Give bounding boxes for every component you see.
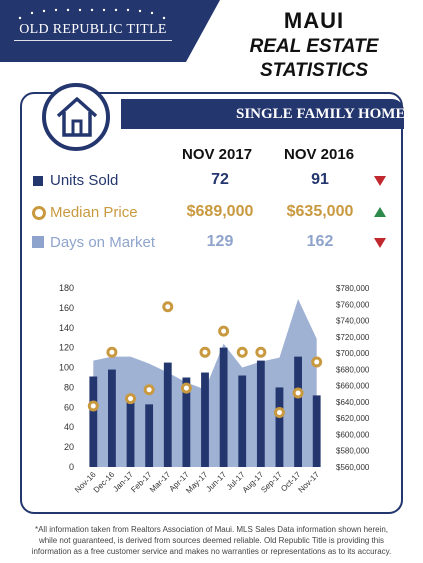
left-axis-tick-label: 180 — [59, 283, 74, 293]
median-price-marker — [143, 384, 155, 396]
trend-up-icon — [374, 207, 386, 217]
median-price-marker — [311, 356, 323, 368]
x-axis-tick-label: May-17 — [184, 470, 210, 496]
trend-down-icon — [374, 238, 386, 248]
median-price-marker — [255, 346, 267, 358]
house-icon — [56, 97, 98, 137]
days-on-market-previous: 162 — [306, 233, 334, 250]
units-sold-label: Units Sold — [50, 172, 119, 189]
right-axis-tick-label: $700,000 — [336, 349, 370, 358]
units-sold-bar — [201, 372, 209, 467]
x-axis-tick-label: Mar-17 — [148, 470, 173, 495]
right-axis-tick-label: $660,000 — [336, 382, 370, 391]
right-axis-tick-label: $720,000 — [336, 333, 370, 342]
section-title-bar: SINGLE FAMILY HOMES — [121, 99, 414, 129]
units-sold-bar — [238, 375, 247, 467]
right-axis-tick-label: $580,000 — [336, 447, 370, 456]
disclaimer-line-3: information as a free customer service a… — [31, 547, 392, 556]
units-sold-previous: 91 — [311, 171, 329, 188]
median-price-marker — [180, 382, 192, 394]
right-axis-tick-label: $760,000 — [336, 300, 370, 309]
x-axis-tick-label: Sep-17 — [259, 470, 284, 495]
units-sold-bar — [108, 369, 116, 467]
median-price-label: Median Price — [50, 204, 138, 221]
units-sold-legend-icon — [33, 176, 43, 186]
units-sold-bar — [294, 356, 302, 467]
section-title: SINGLE FAMILY HOMES — [236, 106, 414, 122]
disclaimer-line-1: *All information taken from Realtors Ass… — [34, 525, 389, 534]
house-icon-badge — [42, 83, 110, 151]
units-sold-bar — [182, 377, 191, 467]
right-axis-tick-label: $640,000 — [336, 398, 370, 407]
units-sold-current: 72 — [211, 171, 229, 188]
header-title: MAUI — [283, 8, 345, 33]
median-price-marker — [199, 346, 211, 358]
median-price-marker — [273, 406, 285, 418]
units-sold-bar — [89, 376, 98, 467]
left-axis-tick-label: 100 — [59, 363, 74, 373]
header-subtitle-2: STATISTICS — [259, 60, 369, 81]
units-sold-bar — [219, 347, 228, 467]
median-price-marker — [218, 325, 230, 337]
left-axis-tick-label: 60 — [64, 402, 74, 412]
brand-banner — [0, 0, 220, 62]
units-sold-bar — [275, 387, 284, 467]
days-on-market-legend-icon — [32, 236, 44, 248]
x-axis-tick-label: Nov-17 — [297, 470, 322, 495]
left-axis-tick-label: 20 — [64, 442, 74, 452]
units-sold-bar — [163, 362, 172, 467]
median-price-current: $689,000 — [186, 203, 254, 220]
left-axis-tick-label: 160 — [59, 303, 74, 313]
right-axis-tick-label: $740,000 — [336, 317, 370, 326]
x-axis-tick-label: Dec-16 — [92, 470, 117, 495]
left-axis-tick-label: 40 — [64, 422, 74, 432]
median-price-marker — [162, 301, 174, 313]
days-on-market-label: Days on Market — [50, 234, 156, 251]
units-sold-bar — [145, 404, 154, 467]
right-axis-tick-label: $680,000 — [336, 365, 370, 374]
median-price-marker — [125, 393, 137, 405]
right-axis-tick-label: $560,000 — [336, 463, 370, 472]
left-axis-tick-label: 80 — [64, 382, 74, 392]
right-axis-tick-label: $600,000 — [336, 430, 370, 439]
median-price-marker — [87, 400, 99, 412]
median-price-legend-icon — [32, 206, 46, 220]
right-axis-tick-label: $620,000 — [336, 414, 370, 423]
right-axis-tick-label: $780,000 — [336, 284, 370, 293]
units-sold-bar — [256, 360, 265, 467]
trend-down-icon — [374, 176, 386, 186]
units-sold-bar — [126, 401, 135, 467]
median-price-marker — [236, 346, 248, 358]
units-sold-bar — [312, 395, 321, 467]
column-current: NOV 2017 — [182, 146, 253, 163]
column-previous: NOV 2016 — [284, 146, 355, 163]
days-on-market-current: 129 — [206, 233, 234, 250]
x-axis-tick-label: Jun-17 — [204, 470, 228, 494]
left-axis-tick-label: 0 — [69, 462, 74, 472]
median-price-previous: $635,000 — [286, 203, 354, 220]
header-subtitle-1: REAL ESTATE — [249, 36, 379, 57]
median-price-marker — [106, 346, 118, 358]
disclaimer: *All information taken from Realtors Ass… — [10, 524, 413, 557]
brand-underline — [14, 40, 172, 41]
brand-name: OLD REPUBLIC TITLE — [19, 22, 167, 37]
median-price-marker — [292, 387, 304, 399]
left-axis-tick-label: 120 — [59, 343, 74, 353]
disclaimer-line-2: while not guaranteed, is derived from so… — [38, 536, 385, 545]
left-axis-tick-label: 140 — [59, 323, 74, 333]
